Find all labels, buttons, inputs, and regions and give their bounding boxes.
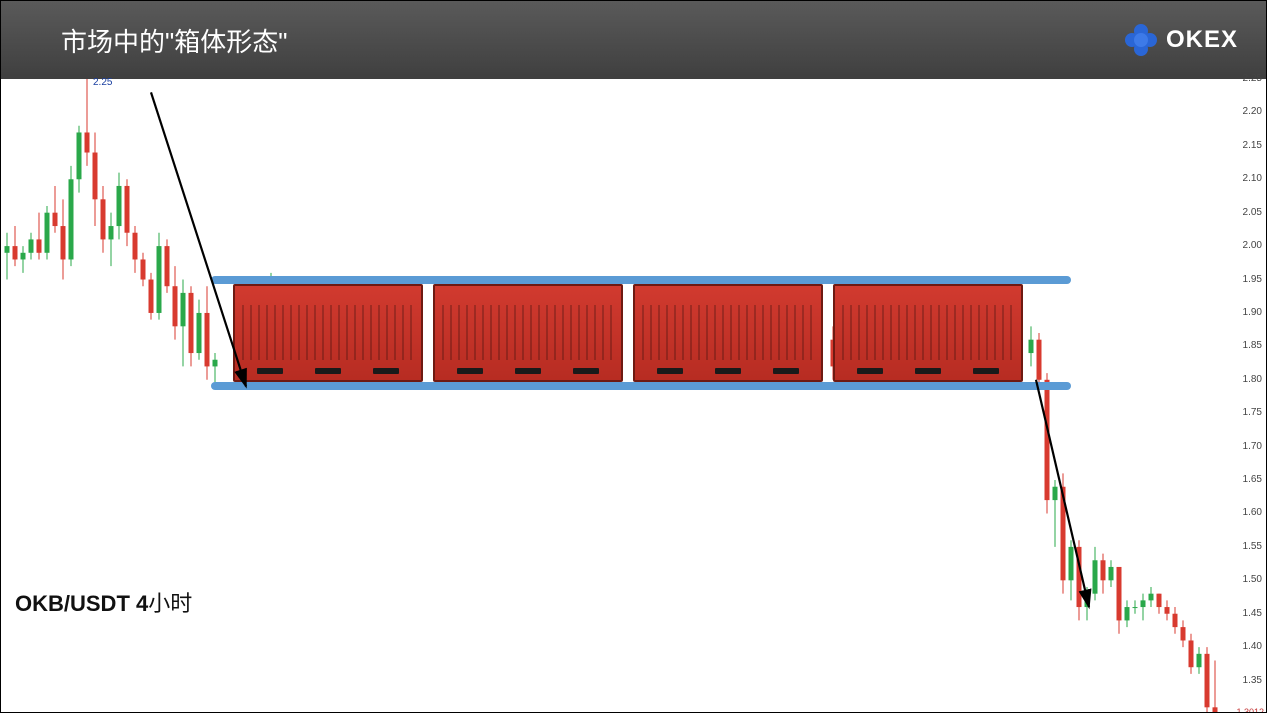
axis-tick: 1.95 bbox=[1243, 274, 1262, 285]
header-bar: 市场中的"箱体形态" OKEX bbox=[1, 1, 1266, 79]
container-box bbox=[233, 284, 423, 383]
axis-tick: 1.55 bbox=[1243, 541, 1262, 552]
axis-tick: 1.70 bbox=[1243, 441, 1262, 452]
slide-frame: 市场中的"箱体形态" OKEX bbox=[0, 0, 1267, 713]
axis-tick: 1.85 bbox=[1243, 340, 1262, 351]
pair-tf-num: 4 bbox=[136, 591, 148, 616]
axis-tick: 1.90 bbox=[1243, 307, 1262, 318]
axis-tick: 2.15 bbox=[1243, 140, 1262, 151]
container-box bbox=[433, 284, 623, 383]
brand-text: OKEX bbox=[1166, 26, 1238, 54]
axis-tick: 2.05 bbox=[1243, 207, 1262, 218]
axis-tick: 2.00 bbox=[1243, 240, 1262, 251]
axis-tick: 1.65 bbox=[1243, 474, 1262, 485]
channel-top-line bbox=[211, 276, 1071, 284]
high-annotation: 2.25 bbox=[93, 77, 112, 88]
last-price-label: 1.3012 bbox=[1234, 707, 1266, 713]
axis-tick: 1.45 bbox=[1243, 608, 1262, 619]
axis-tick: 1.60 bbox=[1243, 507, 1262, 518]
brand: OKEX bbox=[1124, 23, 1238, 57]
axis-tick: 2.10 bbox=[1243, 173, 1262, 184]
slide-title: 市场中的"箱体形态" bbox=[61, 22, 287, 59]
axis-tick: 2.20 bbox=[1243, 106, 1262, 117]
axis-tick: 2.25 bbox=[1243, 73, 1262, 84]
pair-label: OKB/USDT 4小时 bbox=[15, 586, 192, 618]
okex-logo-icon bbox=[1124, 23, 1158, 57]
container-box bbox=[833, 284, 1023, 383]
container-boxes bbox=[233, 284, 1023, 383]
axis-tick: 1.35 bbox=[1243, 675, 1262, 686]
channel-bottom-line bbox=[211, 382, 1071, 390]
chart-area: 2.25 2.20 2.15 2.10 2.05 2.00 1.95 1.90 1.85 1.80… bbox=[1, 79, 1266, 712]
pair-symbol: OKB/USDT bbox=[15, 591, 136, 616]
pair-tf-unit: 小时 bbox=[148, 591, 192, 616]
axis-tick: 1.80 bbox=[1243, 374, 1262, 385]
axis-tick: 1.75 bbox=[1243, 407, 1262, 418]
axis-tick: 1.40 bbox=[1243, 641, 1262, 652]
container-box bbox=[633, 284, 823, 383]
axis-tick: 1.50 bbox=[1243, 574, 1262, 585]
